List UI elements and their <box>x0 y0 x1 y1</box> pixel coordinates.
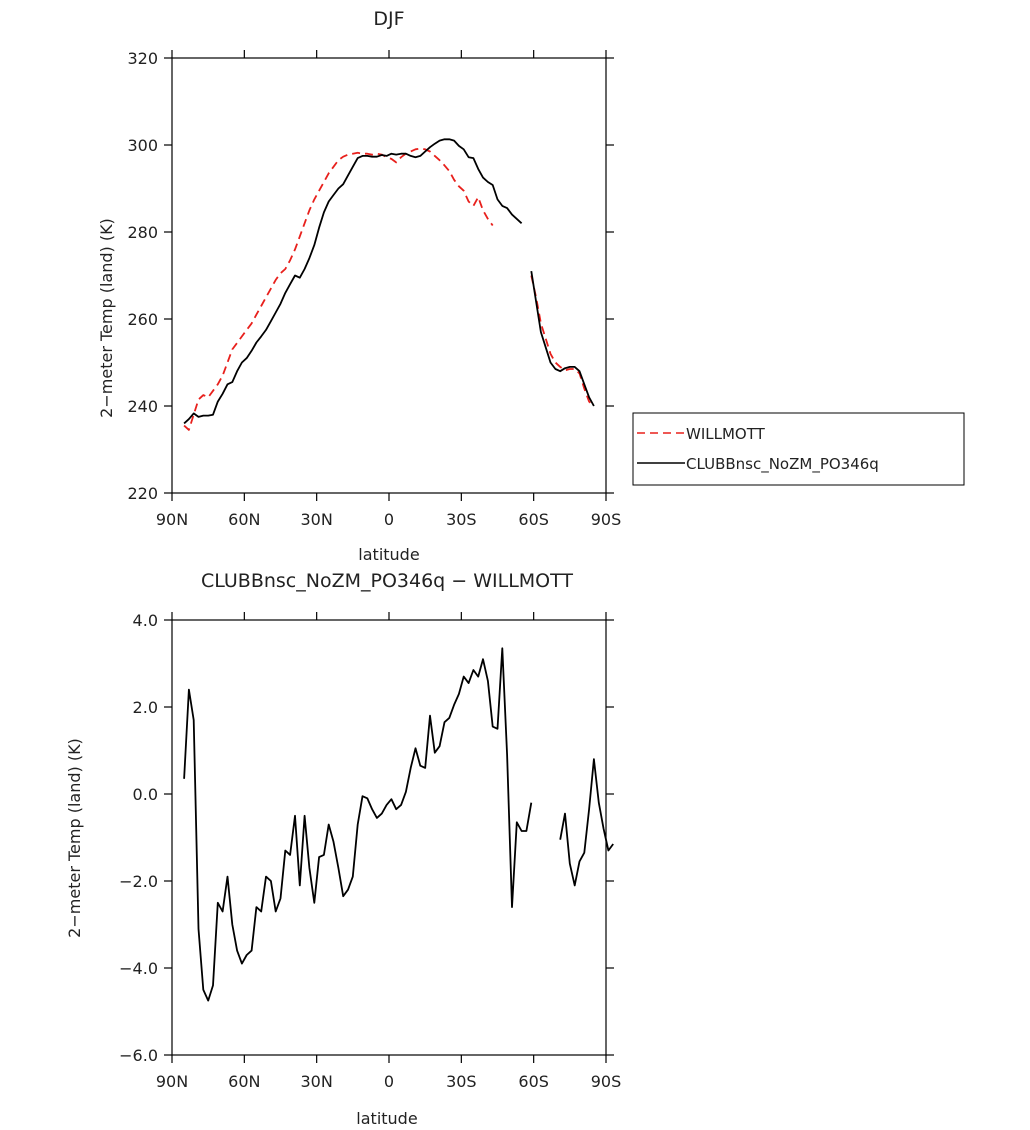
y-axis-label: 2−meter Temp (land) (K) <box>97 218 116 418</box>
y-tick-label: 240 <box>127 397 158 416</box>
chart-title: DJF <box>373 8 404 30</box>
axis-ticks: 90N 60N 30N 0 30S 60S 90S 220 240 260 280 300 320 <box>127 49 621 529</box>
legend-box <box>632 412 965 486</box>
chart-title: CLUBBnsc_NoZM_PO346q − WILLMOTT <box>201 570 573 592</box>
y-tick-label: 300 <box>127 136 158 155</box>
legend-label-clubb: CLUBBnsc_NoZM_PO346q <box>686 455 879 474</box>
plot-area <box>183 647 614 1002</box>
panel-temperature: DJF 2−meter Temp (land) (K) latitude 90N… <box>97 8 965 564</box>
x-tick-label: 30S <box>446 1072 477 1091</box>
panel-difference: CLUBBnsc_NoZM_PO346q − WILLMOTT 2−meter … <box>65 570 621 1128</box>
x-tick-label: 60N <box>228 1072 260 1091</box>
y-tick-label: 220 <box>127 484 158 503</box>
x-tick-label: 30N <box>301 510 333 529</box>
series-line-difference <box>183 647 533 1002</box>
series-line-clubbnsc-nozm-po346q <box>183 138 523 425</box>
y-axis-label: 2−meter Temp (land) (K) <box>65 738 84 938</box>
x-tick-label: 60S <box>518 510 549 529</box>
x-tick-label: 0 <box>384 1072 394 1091</box>
plot-frame <box>171 619 607 1056</box>
x-tick-label: 30N <box>301 1072 333 1091</box>
x-tick-label: 90S <box>591 510 622 529</box>
series-line-clubbnsc-nozm-po346q <box>530 270 595 407</box>
series-line-willmott <box>183 147 494 431</box>
x-axis-label: latitude <box>356 1109 417 1128</box>
legend-label-willmott: WILLMOTT <box>686 425 766 443</box>
y-tick-label: −2.0 <box>119 872 158 891</box>
x-axis-label: latitude <box>358 545 419 564</box>
y-tick-label: 320 <box>127 49 158 68</box>
series-line-willmott <box>530 275 595 407</box>
x-tick-label: 90S <box>591 1072 622 1091</box>
y-tick-label: 280 <box>127 223 158 242</box>
y-tick-label: −6.0 <box>119 1046 158 1065</box>
plot-frame <box>171 57 607 494</box>
y-tick-label: 260 <box>127 310 158 329</box>
x-tick-label: 90N <box>156 510 188 529</box>
y-tick-label: 2.0 <box>133 698 158 717</box>
x-tick-label: 0 <box>384 510 394 529</box>
x-tick-label: 90N <box>156 1072 188 1091</box>
y-tick-label: 0.0 <box>133 785 158 804</box>
legend: WILLMOTT CLUBBnsc_NoZM_PO346q <box>632 412 965 486</box>
y-tick-label: 4.0 <box>133 611 158 630</box>
y-tick-label: −4.0 <box>119 959 158 978</box>
x-tick-label: 60S <box>518 1072 549 1091</box>
axis-ticks: 90N 60N 30N 0 30S 60S 90S −6.0 −4.0 −2.0 0.0 2.0 4.0 <box>119 611 621 1091</box>
x-tick-label: 30S <box>446 510 477 529</box>
plot-area <box>183 138 595 431</box>
series-line-difference <box>559 758 614 887</box>
x-tick-label: 60N <box>228 510 260 529</box>
